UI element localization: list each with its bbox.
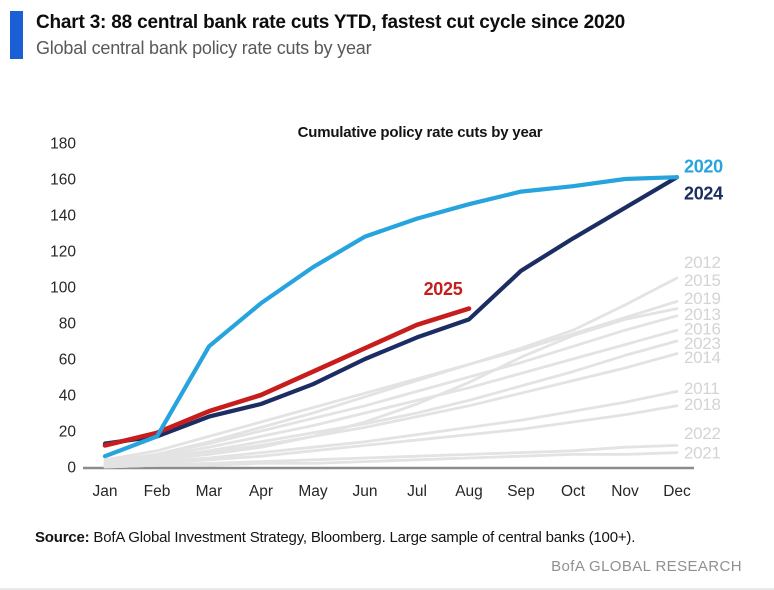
series-label-2016: 2016 xyxy=(684,319,721,338)
y-tick-label: 100 xyxy=(50,280,76,297)
series-label-2019: 2019 xyxy=(684,289,721,308)
brand-signature: BofA GLOBAL RESEARCH xyxy=(551,558,742,575)
y-tick-label: 120 xyxy=(50,244,76,261)
line-chart: Cumulative policy rate cuts by year 0 20 4… xyxy=(50,124,723,501)
series-line-2020 xyxy=(102,175,680,459)
series-label-2024: 2024 xyxy=(684,183,723,203)
y-tick-label: 20 xyxy=(59,424,77,441)
series-line-2013 xyxy=(103,314,679,464)
bottom-divider xyxy=(0,588,774,590)
series-line-2011 xyxy=(103,389,679,467)
source-text: BofA Global Investment Strategy, Bloombe… xyxy=(89,529,636,546)
series-label-2015: 2015 xyxy=(684,271,721,290)
series-line-2012 xyxy=(103,276,679,464)
source-label: Source: xyxy=(35,529,90,546)
x-tick-label: Oct xyxy=(561,483,586,500)
series-line-2019 xyxy=(103,307,679,465)
y-tick-label: 0 xyxy=(67,460,76,477)
series-line-2018 xyxy=(103,404,679,467)
source-note: Source: BofA Global Investment Strategy,… xyxy=(35,529,635,546)
x-tick-label: Sep xyxy=(507,483,535,500)
x-tick-label: Apr xyxy=(249,483,273,500)
plot-area: 0 20 40 60 80 100 120 140 160 180 Jan Feb Mar Apr May J… xyxy=(50,136,723,501)
x-tick-label: Nov xyxy=(611,483,639,500)
x-tick-label: Jul xyxy=(407,483,427,500)
series-label-2023: 2023 xyxy=(684,334,721,353)
series-line-2015 xyxy=(103,299,679,462)
series-label-2018: 2018 xyxy=(684,395,721,414)
x-tick-label: Jan xyxy=(93,483,118,500)
accent-bar xyxy=(10,11,23,60)
y-tick-label: 80 xyxy=(59,316,77,333)
x-tick-label: Mar xyxy=(196,483,223,500)
series-label-2011: 2011 xyxy=(684,379,719,398)
series-line-2025 xyxy=(102,306,472,448)
series-line-2022 xyxy=(103,443,679,469)
series-label-2013: 2013 xyxy=(684,305,721,324)
x-tick-label: Feb xyxy=(144,483,171,500)
series-label-2025: 2025 xyxy=(424,279,463,299)
y-tick-label: 180 xyxy=(50,136,76,153)
page-subtitle: Global central bank policy rate cuts by … xyxy=(36,37,372,58)
series-line-2014 xyxy=(103,352,679,467)
series-line-2016 xyxy=(103,328,679,465)
y-tick-label: 40 xyxy=(59,388,77,405)
y-tick-label: 160 xyxy=(50,172,76,189)
series-label-2012: 2012 xyxy=(684,253,721,272)
x-tick-label: Aug xyxy=(455,483,483,500)
page-title: Chart 3: 88 central bank rate cuts YTD, … xyxy=(36,12,626,33)
series-label-2014: 2014 xyxy=(684,348,721,367)
x-tick-label: Dec xyxy=(663,483,691,500)
x-tick-label: May xyxy=(298,483,328,500)
series-label-2022: 2022 xyxy=(684,424,721,443)
series-label-2021: 2021 xyxy=(684,444,721,463)
series-line-2023 xyxy=(103,339,679,465)
y-tick-label: 60 xyxy=(59,352,77,369)
y-tick-label: 140 xyxy=(50,208,76,225)
series-line-2021 xyxy=(103,451,679,469)
series-line-2024 xyxy=(102,175,680,446)
chart-header: Chart 3: 88 central bank rate cuts YTD, … xyxy=(10,11,626,60)
series-label-2020: 2020 xyxy=(684,156,723,176)
x-tick-label: Jun xyxy=(353,483,378,500)
chart-title: Cumulative policy rate cuts by year xyxy=(298,124,543,141)
